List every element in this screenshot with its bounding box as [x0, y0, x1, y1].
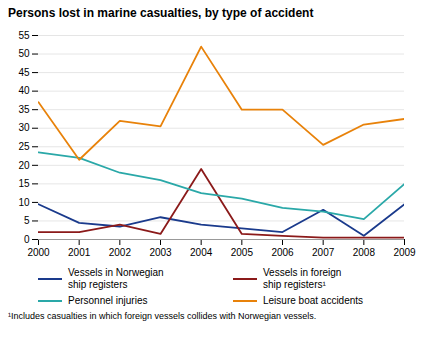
svg-text:15: 15 [18, 178, 30, 189]
svg-text:2009: 2009 [393, 247, 416, 258]
html-text:Vessels in Norwegian ship regi: Vessels in Norwegian ship registers [68, 267, 164, 290]
svg-text:2001: 2001 [68, 247, 91, 258]
svg-text:2002: 2002 [109, 247, 132, 258]
svg-text:5: 5 [24, 215, 30, 226]
html-text:¹Includes casualties in which: ¹Includes casualties in which foreign ve… [8, 311, 317, 321]
svg-text:10: 10 [18, 197, 30, 208]
svg-text:0: 0 [24, 234, 30, 245]
svg-text:2005: 2005 [231, 247, 254, 258]
svg-text:50: 50 [18, 48, 30, 59]
svg-text:35: 35 [18, 104, 30, 115]
svg-text:2000: 2000 [27, 247, 50, 258]
svg-text:55: 55 [18, 30, 30, 41]
html-text:Leisure boat accidents: Leisure boat accidents [263, 295, 364, 306]
svg-text:2007: 2007 [312, 247, 335, 258]
html-text:Personnel injuries: Personnel injuries [68, 295, 148, 306]
svg-text:45: 45 [18, 67, 30, 78]
svg-text:40: 40 [18, 85, 30, 96]
svg-text:2004: 2004 [190, 247, 213, 258]
svg-text:25: 25 [18, 141, 30, 152]
html-text:Vessels in foreign ship regist: Vessels in foreign ship registers¹ [263, 267, 342, 290]
svg-text:2003: 2003 [149, 247, 172, 258]
svg-text:30: 30 [18, 122, 30, 133]
svg-text:2006: 2006 [271, 247, 294, 258]
html-text:Persons lost in marine casualt: Persons lost in marine casualties, by ty… [8, 6, 314, 20]
svg-text:20: 20 [18, 160, 30, 171]
svg-text:2008: 2008 [353, 247, 376, 258]
